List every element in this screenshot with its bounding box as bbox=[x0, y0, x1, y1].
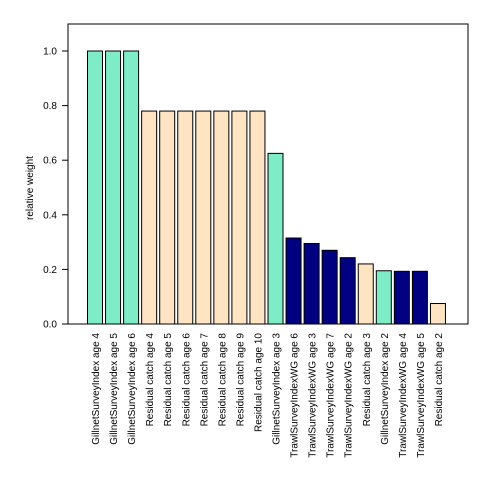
y-tick-label: 0.2 bbox=[43, 265, 57, 276]
bar bbox=[429, 303, 446, 325]
bar bbox=[393, 270, 410, 325]
bar bbox=[411, 270, 428, 325]
bar bbox=[303, 242, 320, 325]
y-axis-ticks: 0.0 0.2 0.4 0.6 0.8 1.0 bbox=[43, 47, 68, 331]
bar bbox=[357, 263, 374, 325]
x-tick-label: Residual catch age 8 bbox=[217, 333, 228, 427]
x-tick-label: Residual catch age 6 bbox=[181, 333, 192, 427]
x-tick-label: Residual catch age 10 bbox=[253, 333, 264, 432]
y-tick-label: 0.0 bbox=[43, 320, 57, 331]
x-tick-label: TrawlSurveyIndexWG age 5 bbox=[416, 333, 427, 458]
y-axis-label: relative weight bbox=[25, 156, 36, 220]
x-tick-label: GillnetSurveyIndex age 6 bbox=[127, 333, 138, 445]
x-tick-label: TrawlSurveyIndexWG age 3 bbox=[308, 333, 319, 458]
bar bbox=[141, 110, 158, 325]
y-tick-label: 0.4 bbox=[43, 210, 57, 221]
x-tick-label: TrawlSurveyIndexWG age 6 bbox=[290, 333, 301, 458]
bar bbox=[285, 237, 302, 325]
bar bbox=[105, 50, 122, 325]
x-tick-label: TrawlSurveyIndexWG age 4 bbox=[398, 333, 409, 458]
bar bbox=[267, 152, 284, 325]
x-axis-labels: GillnetSurveyIndex age 4 GillnetSurveyInd… bbox=[91, 333, 445, 458]
bar bbox=[123, 50, 140, 325]
bar bbox=[195, 110, 212, 325]
y-tick-label: 1.0 bbox=[43, 47, 57, 58]
bar bbox=[213, 110, 230, 325]
x-tick-label: GillnetSurveyIndex age 4 bbox=[91, 333, 102, 445]
bar bbox=[321, 249, 338, 325]
x-tick-label: GillnetSurveyIndex age 2 bbox=[380, 333, 391, 445]
x-tick-label: Residual catch age 4 bbox=[145, 333, 156, 427]
x-tick-label: TrawlSurveyIndexWG age 2 bbox=[344, 333, 355, 458]
y-tick-label: 0.8 bbox=[43, 101, 57, 112]
bar bbox=[159, 110, 176, 325]
bar bbox=[249, 110, 266, 325]
bar bbox=[177, 110, 194, 325]
x-tick-label: Residual catch age 2 bbox=[434, 333, 445, 427]
bar bbox=[87, 50, 103, 325]
x-tick-label: Residual catch age 9 bbox=[235, 333, 246, 427]
y-tick-label: 0.6 bbox=[43, 156, 57, 167]
bar bbox=[231, 110, 248, 325]
bars bbox=[87, 50, 446, 325]
x-tick-label: GillnetSurveyIndex age 3 bbox=[272, 333, 283, 445]
bar bbox=[375, 270, 392, 325]
x-tick-label: Residual catch age 7 bbox=[199, 333, 210, 427]
x-tick-label: TrawlSurveyIndexWG age 7 bbox=[326, 333, 337, 458]
bar bbox=[339, 257, 356, 325]
x-tick-label: Residual catch age 3 bbox=[362, 333, 373, 427]
x-tick-label: GillnetSurveyIndex age 5 bbox=[109, 333, 120, 445]
x-tick-label: Residual catch age 5 bbox=[163, 333, 174, 427]
